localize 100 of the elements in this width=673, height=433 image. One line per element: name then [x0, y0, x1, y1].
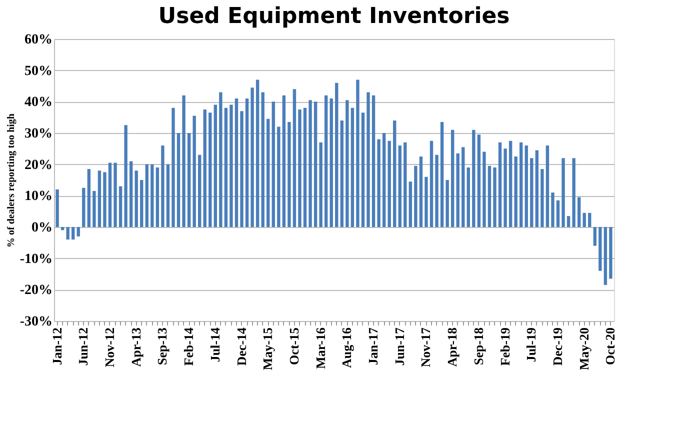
bar — [398, 146, 402, 227]
bar — [346, 100, 349, 227]
bar — [261, 92, 264, 227]
x-tick-label: Sep-13 — [154, 327, 170, 366]
bar — [124, 125, 128, 227]
bar — [308, 100, 312, 227]
bar — [408, 182, 412, 227]
bar — [435, 154, 438, 227]
bar — [424, 176, 428, 227]
y-tick-label: -30% — [20, 314, 52, 330]
bar — [372, 95, 376, 227]
bar — [118, 186, 122, 227]
bar — [414, 166, 418, 227]
y-tick-label: 60% — [24, 32, 52, 48]
bar — [140, 180, 144, 227]
bar — [440, 122, 444, 227]
bar — [176, 133, 180, 227]
bar — [250, 88, 254, 227]
bar — [604, 227, 608, 285]
bar — [76, 227, 80, 236]
x-tick-label: Jun-12 — [76, 328, 91, 366]
bar — [282, 95, 286, 227]
bar — [182, 95, 186, 227]
y-tick-label: 10% — [24, 189, 52, 204]
bar — [562, 158, 565, 227]
bar — [593, 227, 596, 246]
bar — [150, 164, 154, 227]
y-axis-title: % of dealers reporting too high — [6, 113, 17, 248]
bar — [330, 98, 333, 227]
bar — [129, 161, 133, 227]
bar — [577, 197, 581, 227]
bar — [292, 89, 296, 227]
bar — [245, 98, 249, 227]
bar — [477, 134, 481, 227]
x-tick-label: Apr-13 — [128, 327, 144, 367]
y-tick-label: 20% — [24, 158, 52, 173]
bar — [161, 146, 164, 227]
bar — [588, 212, 592, 227]
bar — [551, 192, 554, 227]
bar — [520, 142, 523, 227]
bar — [556, 200, 560, 227]
y-tick-label: 30% — [24, 126, 52, 142]
bar — [314, 102, 318, 227]
bar — [466, 167, 470, 227]
bar — [114, 162, 117, 227]
x-tick-label: Feb-14 — [181, 327, 196, 366]
bar — [266, 118, 270, 227]
bar — [566, 216, 570, 227]
x-tick-label: Dec-14 — [234, 327, 249, 366]
bar — [203, 110, 206, 227]
x-tick-label: Aug-16 — [339, 327, 354, 368]
bar — [450, 130, 454, 227]
bar — [456, 153, 460, 227]
bar — [108, 162, 112, 227]
bar — [256, 80, 260, 227]
bar — [504, 148, 507, 227]
bar — [488, 166, 492, 227]
bar — [609, 227, 612, 279]
bar — [208, 112, 212, 227]
bar — [272, 102, 275, 227]
bar — [582, 212, 586, 227]
bar — [540, 169, 544, 227]
bar — [219, 92, 222, 227]
bar — [87, 169, 91, 227]
bar — [482, 152, 486, 227]
bar — [393, 120, 396, 227]
bar — [388, 140, 391, 227]
bar — [462, 147, 465, 227]
bar — [546, 146, 550, 227]
y-tick-label: -20% — [20, 283, 52, 298]
bar — [508, 140, 512, 227]
x-tick-label: Jan-12 — [49, 328, 64, 366]
bar — [319, 142, 322, 227]
bar — [335, 82, 338, 227]
x-tick-label: Mar-16 — [312, 327, 328, 369]
x-tick-label: Jul-14 — [207, 327, 222, 362]
x-tick-label: May-20 — [576, 328, 592, 370]
bar — [172, 108, 175, 227]
bar — [198, 154, 202, 227]
bar — [493, 167, 496, 227]
bar — [66, 227, 70, 240]
bar — [72, 227, 75, 240]
bar — [535, 150, 539, 227]
bar — [514, 156, 518, 227]
y-tick-label: 50% — [24, 64, 52, 79]
x-tick-label: Jun-17 — [392, 327, 407, 366]
bar — [324, 95, 328, 227]
bar — [103, 172, 106, 227]
bar — [92, 190, 96, 227]
x-tick-label: Oct-20 — [602, 328, 618, 366]
bar — [82, 188, 86, 227]
bar — [187, 133, 191, 227]
bar — [377, 139, 380, 227]
bar — [288, 122, 291, 227]
x-tick-label: May-15 — [260, 327, 276, 370]
bar — [303, 108, 307, 227]
x-tick-label: Jul-19 — [524, 327, 539, 362]
bar — [350, 108, 354, 227]
y-tick-label: 40% — [24, 95, 52, 110]
bar — [530, 158, 534, 227]
